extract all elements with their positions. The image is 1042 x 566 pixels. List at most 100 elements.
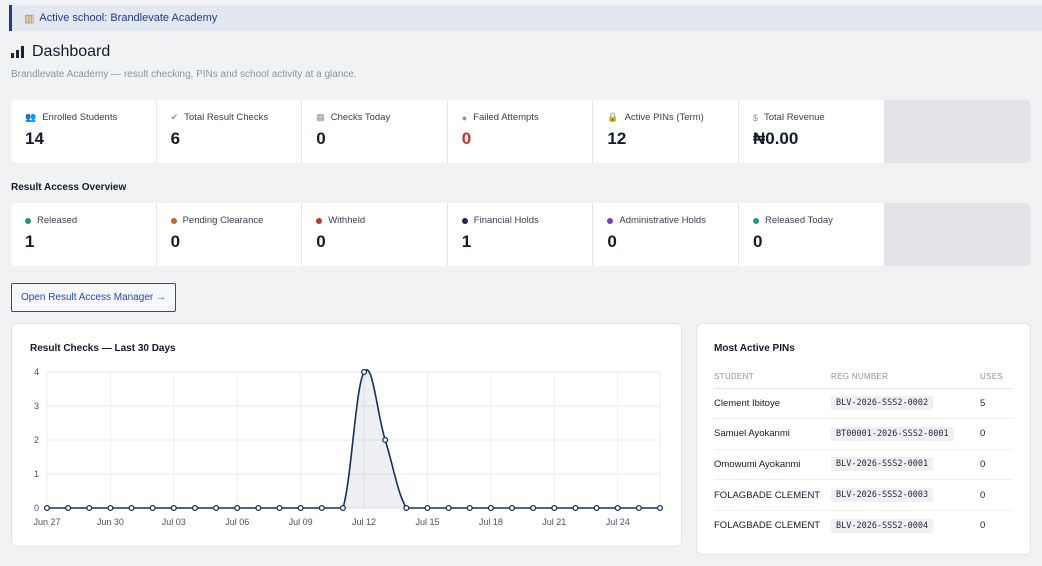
data-point [213,504,220,512]
bar-chart-icon [11,46,24,58]
table-row: FOLAGBADE CLEMENT BLV-2026-SSS2-0003 0 [714,479,1013,511]
active-school-text: Active school: Brandlevate Academy [39,12,218,24]
data-point [297,504,304,512]
data-point [43,504,51,512]
y-tick-label: 2 [34,435,39,445]
data-point [107,504,114,512]
data-point [403,504,410,512]
access-label: Financial Holds [473,215,539,226]
x-tick-label: Jul 12 [352,517,376,527]
stat-enrolled-students: 👥 Enrolled Students 14 [11,100,157,163]
table-row: FOLAGBADE CLEMENT BLV-2026-SSS2-0004 0 [714,510,1013,541]
x-tick-label: Jul 21 [542,517,566,527]
calendar-icon: ▦ [316,112,325,122]
table-row: Samuel Ayokanmi BT00001-2026-SSS2-0001 0 [714,418,1013,450]
data-point [551,504,558,512]
pin-student: FOLAGBADE CLEMENT [714,520,821,532]
x-tick-label: Jul 18 [479,517,503,527]
result-checks-chart-card: Result Checks — Last 30 Days 0 1 2 3 4 Jun 27… [11,323,682,547]
pin-uses: 0 [980,479,1013,511]
pin-student: FOLAGBADE CLEMENT [714,479,831,511]
data-point [487,504,494,512]
pin-reg-number: BLV-2026-SSS2-0001 [831,457,934,472]
pin-reg-number: BLV-2026-SSS2-0002 [831,396,934,411]
result-checks-chart: 0 1 2 3 4 Jun 27 Jun 30 Jul 03 Jul 06 Jul 09 Jul 1… [33,367,664,527]
lock-icon: 🔒 [607,112,619,122]
stat-label: Total Result Checks [184,112,269,123]
y-tick-label: 0 [34,503,39,513]
stat-label: Total Revenue [763,112,825,123]
stat-label: Checks Today [330,112,391,123]
access-overview-row: Released 1 Pending Clearance 0 Withheld … [11,203,1031,266]
access-administrative-holds: Administrative Holds 0 [593,203,739,266]
alert-icon: ● [461,112,468,123]
data-point [149,504,156,512]
stat-active-pins: 🔒 Active PINs (Term) 12 [593,100,739,163]
data-point [382,436,389,444]
data-point [339,504,346,512]
data-point [572,504,579,512]
pin-reg-number: BLV-2026-SSS2-0003 [831,488,934,503]
chart-title: Result Checks — Last 30 Days [30,343,176,354]
data-point [318,504,325,512]
data-point [508,504,516,512]
data-point [128,504,135,512]
stat-checks-today: ▦ Checks Today 0 [302,100,448,163]
page-title: Dashboard [32,43,111,60]
data-point [593,504,600,512]
pin-uses: 0 [980,449,1013,481]
stat-value: 12 [607,129,627,148]
pin-student: Samuel Ayokanmi [714,418,831,450]
status-dot [607,217,614,224]
pin-student: Clement Ibitoye [714,388,831,420]
pin-uses: 5 [980,388,1013,420]
page-header: Dashboard [11,43,110,61]
section-title-result-access: Result Access Overview [11,182,127,193]
y-tick-label: 4 [34,367,39,377]
open-result-access-manager-button[interactable]: Open Result Access Manager → [11,283,176,312]
column-header-reg-number: REG NUMBER [831,366,980,389]
stats-row: 👥 Enrolled Students 14 ✔ Total Result Chec… [11,100,1031,163]
data-point [424,504,431,512]
data-point [530,504,537,512]
data-point [65,504,72,512]
x-tick-label: Jul 09 [289,517,313,527]
access-value: 0 [170,232,181,251]
access-value: 1 [461,232,472,251]
stat-total-revenue: $ Total Revenue ₦0.00 [738,100,885,163]
pins-table: STUDENT REG NUMBER USES Clement Ibitoye … [714,366,1013,541]
pin-student: Omowumi Ayokanmi [714,449,831,481]
data-point [255,504,262,512]
access-value: 0 [752,232,763,251]
stat-label: Enrolled Students [42,112,118,123]
data-point [614,504,621,512]
active-school-banner: ▥ Active school: Brandlevate Academy [9,5,1042,31]
access-value: 1 [25,232,35,251]
stat-total-result-checks: ✔ Total Result Checks 6 [156,100,303,163]
access-released: Released 1 [11,203,157,266]
data-point [635,504,642,512]
stat-failed-attempts: ● Failed Attempts 0 [447,100,594,163]
access-withheld: Withheld 0 [302,203,448,266]
stat-label: Failed Attempts [473,112,539,123]
x-tick-label: Jul 24 [606,517,630,527]
access-financial-holds: Financial Holds 1 [447,203,594,266]
access-label: Withheld [328,215,366,226]
status-dot [461,217,468,224]
x-tick-label: Jun 30 [97,517,124,527]
stat-value: 6 [170,129,181,148]
data-point [170,504,177,512]
access-value: 0 [607,232,617,251]
access-label: Pending Clearance [182,215,264,226]
table-row: Clement Ibitoye BLV-2026-SSS2-0002 5 [714,388,1013,420]
data-point [86,504,93,512]
access-label: Administrative Holds [619,215,706,226]
x-tick-label: Jul 06 [225,517,249,527]
pins-header-row: STUDENT REG NUMBER USES [714,366,1013,389]
pins-title: Most Active PINs [714,343,795,354]
access-label: Released [37,215,78,226]
data-point [656,504,664,512]
most-active-pins-card: Most Active PINs STUDENT REG NUMBER USES… [696,323,1031,555]
y-tick-label: 3 [34,401,39,411]
stat-value: 14 [25,129,44,148]
